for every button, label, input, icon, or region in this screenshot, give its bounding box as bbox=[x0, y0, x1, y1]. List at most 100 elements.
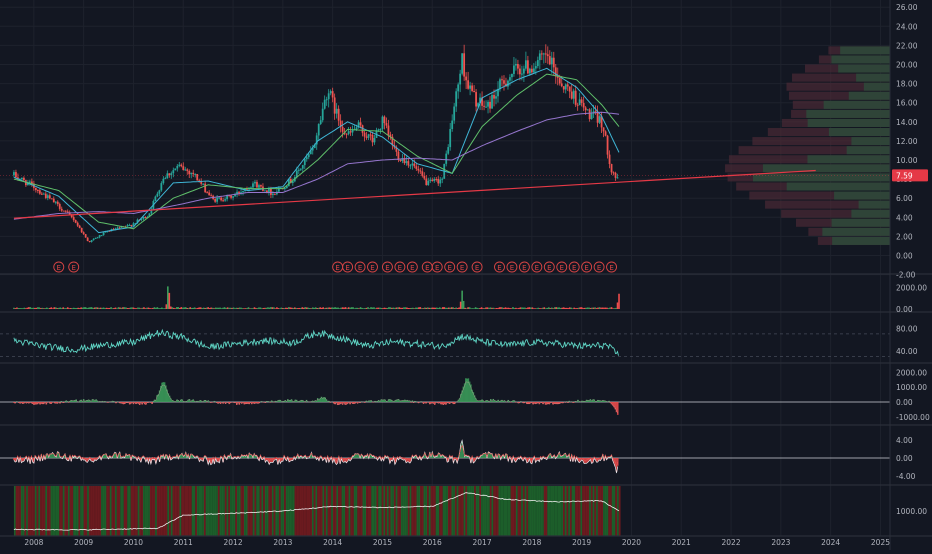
candle-body bbox=[264, 190, 266, 191]
candle-body bbox=[43, 194, 45, 195]
volume-bar bbox=[188, 308, 190, 309]
earnings-marker-label: E bbox=[547, 264, 551, 272]
candle-body bbox=[216, 198, 218, 202]
volume-bar bbox=[536, 308, 538, 309]
candle-body bbox=[543, 53, 545, 54]
volume-bar bbox=[204, 308, 206, 309]
money-flow-cell bbox=[235, 486, 237, 536]
money-flow-cell bbox=[601, 486, 603, 536]
candle-body bbox=[81, 228, 83, 232]
volume-bar bbox=[411, 308, 413, 309]
volume-bar bbox=[524, 308, 526, 309]
money-flow-cell bbox=[521, 486, 523, 536]
volume-bar bbox=[593, 308, 595, 309]
candle-body bbox=[579, 99, 581, 105]
volume-bar bbox=[552, 308, 554, 309]
volume-bar bbox=[538, 308, 540, 309]
volume-bar bbox=[606, 308, 608, 309]
volume-bar bbox=[547, 308, 549, 309]
candle-body bbox=[220, 198, 222, 201]
candle-body bbox=[435, 179, 437, 180]
money-flow-cell bbox=[347, 486, 349, 536]
volume-bar bbox=[130, 308, 132, 309]
candle-body bbox=[61, 209, 63, 211]
money-flow-cell bbox=[410, 486, 412, 536]
earnings-marker-label: E bbox=[425, 264, 429, 272]
volume-bar bbox=[463, 301, 465, 309]
money-flow-cell bbox=[505, 486, 507, 536]
money-flow-cell bbox=[448, 486, 450, 536]
volume-bar bbox=[572, 308, 574, 309]
money-flow-cell bbox=[253, 486, 255, 536]
volume-bar bbox=[508, 308, 510, 309]
money-flow-cell bbox=[589, 486, 591, 536]
volume-bar bbox=[121, 308, 123, 309]
money-flow-cell bbox=[371, 486, 373, 536]
candle-body bbox=[425, 179, 427, 186]
volume-bar bbox=[355, 308, 357, 309]
candle-body bbox=[222, 200, 224, 201]
candle-body bbox=[617, 177, 619, 178]
money-flow-cell bbox=[343, 486, 345, 536]
candle-body bbox=[164, 178, 166, 179]
candle-body bbox=[483, 106, 485, 107]
volume-bar bbox=[391, 308, 393, 309]
volume-bar bbox=[215, 308, 217, 309]
money-flow-cell bbox=[326, 486, 328, 536]
volume-bar bbox=[115, 308, 117, 309]
candle-body bbox=[609, 155, 611, 164]
money-flow-cell bbox=[382, 486, 384, 536]
money-flow-cell bbox=[312, 486, 314, 536]
volume-bar bbox=[233, 307, 235, 309]
candle-body bbox=[585, 107, 587, 110]
candle-body bbox=[79, 226, 81, 228]
money-flow-cell bbox=[436, 486, 438, 536]
money-flow-cell bbox=[183, 486, 185, 536]
money-flow-cell bbox=[319, 486, 321, 536]
volume-axis-tick-label: 2000.00 bbox=[896, 284, 927, 293]
volume-bar bbox=[448, 308, 450, 309]
candle-body bbox=[407, 161, 409, 165]
money-flow-cell bbox=[115, 486, 117, 536]
volume-bar bbox=[160, 308, 162, 309]
candle-body bbox=[441, 179, 443, 180]
volume-bar bbox=[511, 308, 513, 309]
money-flow-cell bbox=[570, 486, 572, 536]
volume-bar bbox=[375, 308, 377, 309]
volume-bar bbox=[297, 308, 299, 309]
money-flow-cell bbox=[322, 486, 324, 536]
money-flow-cell bbox=[127, 486, 129, 536]
volume-bar bbox=[228, 308, 230, 309]
volume-bar bbox=[125, 307, 127, 309]
volume-bar bbox=[554, 307, 556, 309]
candle-body bbox=[372, 135, 374, 142]
money-flow-cell bbox=[598, 486, 600, 536]
price-axis-tick-label: 18.00 bbox=[896, 80, 918, 89]
volume-bar bbox=[113, 308, 115, 309]
volume-bar bbox=[418, 307, 420, 309]
volume-bar bbox=[594, 307, 596, 309]
volume-bar bbox=[424, 308, 426, 309]
volume-bar bbox=[276, 307, 278, 309]
money-flow-cell bbox=[31, 486, 33, 536]
volume-bar bbox=[478, 308, 480, 309]
earnings-marker-label: E bbox=[572, 264, 576, 272]
money-flow-cell bbox=[350, 486, 352, 536]
volume-bar bbox=[310, 308, 312, 309]
volume-bar bbox=[339, 308, 341, 309]
volume-bar bbox=[222, 308, 224, 309]
money-flow-cell bbox=[450, 486, 452, 536]
candle-body bbox=[338, 109, 340, 121]
volume-bar bbox=[597, 308, 599, 309]
volume-bar bbox=[600, 308, 602, 309]
money-flow-cell bbox=[530, 486, 532, 536]
volume-bar bbox=[387, 308, 389, 309]
money-flow-cell bbox=[303, 486, 305, 536]
volume-bar bbox=[189, 307, 191, 309]
volume-bar bbox=[24, 308, 26, 309]
volume-bar bbox=[542, 308, 544, 309]
candle-body bbox=[405, 161, 407, 163]
volume-bar bbox=[97, 307, 99, 309]
